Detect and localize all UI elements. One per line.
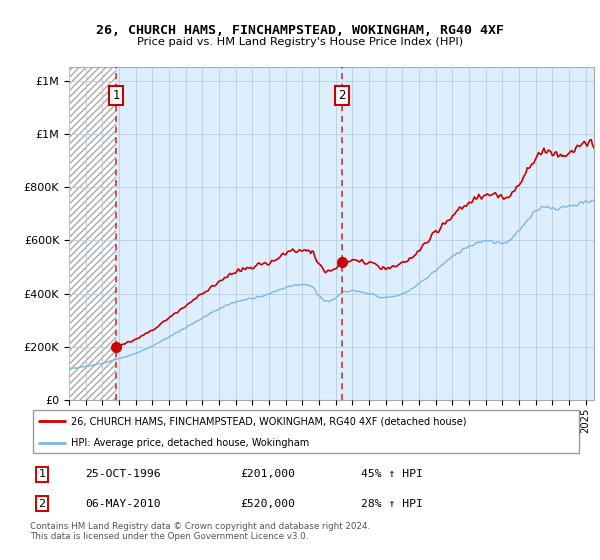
Text: 26, CHURCH HAMS, FINCHAMPSTEAD, WOKINGHAM, RG40 4XF: 26, CHURCH HAMS, FINCHAMPSTEAD, WOKINGHA… xyxy=(96,24,504,36)
Text: 45% ↑ HPI: 45% ↑ HPI xyxy=(361,469,423,479)
Text: 26, CHURCH HAMS, FINCHAMPSTEAD, WOKINGHAM, RG40 4XF (detached house): 26, CHURCH HAMS, FINCHAMPSTEAD, WOKINGHA… xyxy=(71,416,467,426)
Text: 1: 1 xyxy=(112,89,120,102)
Text: 06-MAY-2010: 06-MAY-2010 xyxy=(85,499,161,509)
Text: 1: 1 xyxy=(38,469,46,479)
Text: 2: 2 xyxy=(338,89,346,102)
Text: 28% ↑ HPI: 28% ↑ HPI xyxy=(361,499,423,509)
Text: 2: 2 xyxy=(38,499,46,509)
Text: Contains HM Land Registry data © Crown copyright and database right 2024.
This d: Contains HM Land Registry data © Crown c… xyxy=(30,522,370,542)
Text: 25-OCT-1996: 25-OCT-1996 xyxy=(85,469,161,479)
FancyBboxPatch shape xyxy=(33,410,578,454)
Text: HPI: Average price, detached house, Wokingham: HPI: Average price, detached house, Woki… xyxy=(71,438,310,448)
Text: £201,000: £201,000 xyxy=(240,469,295,479)
Text: £520,000: £520,000 xyxy=(240,499,295,509)
Text: Price paid vs. HM Land Registry's House Price Index (HPI): Price paid vs. HM Land Registry's House … xyxy=(137,37,463,47)
